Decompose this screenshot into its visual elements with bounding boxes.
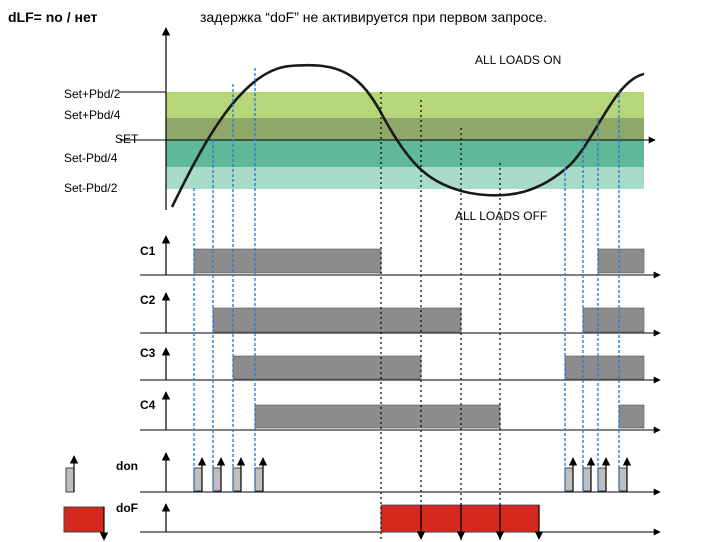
label-set: SET: [115, 132, 139, 146]
label-set-minus-pbd4: Set-Pbd/4: [64, 151, 118, 165]
c4-on-bar-2: [618, 404, 645, 429]
label-set-plus-pbd4: Set+Pbd/4: [64, 108, 121, 122]
label-set-plus-pbd2: Set+Pbd/2: [64, 87, 121, 101]
black-marker-lines: [380, 92, 501, 540]
row-label-c4: C4: [140, 398, 156, 412]
row-label-c2: C2: [140, 293, 156, 307]
annotation-all-loads-on: ALL LOADS ON: [475, 53, 561, 67]
band-set-plus-pbd2: [166, 92, 644, 118]
dof-legend-icon: [63, 506, 105, 533]
temperature-curve: [170, 63, 645, 208]
don-pulses-left: [193, 457, 268, 492]
header-description: задержка “doF” не активируется при перво…: [200, 9, 547, 25]
row-label-c1: C1: [140, 244, 156, 258]
dof-active-bar: [380, 504, 540, 533]
row-label-dof: doF: [116, 501, 138, 515]
c3-on-bar-2: [564, 355, 645, 380]
annotation-all-loads-off: ALL LOADS OFF: [455, 209, 547, 223]
row-label-don: don: [116, 459, 138, 473]
band-set-plus-pbd4: [166, 118, 644, 140]
c1-on-bar-1: [193, 248, 382, 274]
don-pulses-right: [564, 457, 632, 492]
c3-on-bar-1: [232, 355, 422, 380]
blue-marker-lines: [193, 68, 620, 492]
c1-on-bar-2: [597, 248, 645, 274]
c2-on-bar-1: [212, 307, 462, 333]
row-label-c3: C3: [140, 346, 156, 360]
label-set-minus-pbd2: Set-Pbd/2: [64, 181, 118, 195]
c4-on-bar-1: [254, 404, 501, 429]
don-legend-icon: [65, 467, 75, 493]
band-set-minus-pbd2: [166, 167, 644, 189]
header-title: dLF= no / нет: [8, 9, 98, 25]
c2-on-bar-2: [582, 307, 645, 333]
